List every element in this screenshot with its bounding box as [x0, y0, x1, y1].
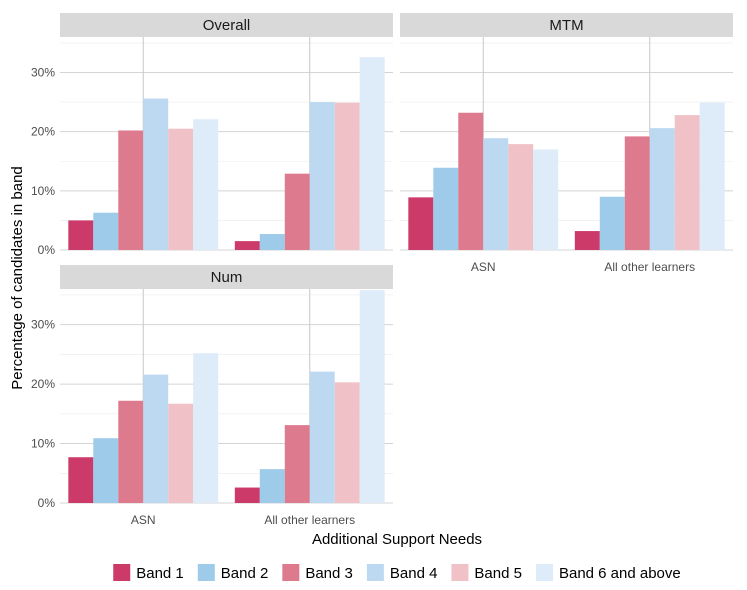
y-tick-label: 30% [31, 66, 55, 80]
bar-band-3-all-other-learners [284, 173, 310, 250]
bar-band-4-all-other-learners [309, 102, 335, 250]
y-tick-label: 30% [31, 318, 55, 332]
panels: Overall 0% 10% 20% 30% MTM ASN All other learne… [31, 13, 733, 527]
x-tick-label: ASN [471, 260, 496, 274]
legend-swatch [197, 564, 215, 581]
legend-label: Band 1 [136, 565, 184, 582]
bar-band-6-and-above-asn [193, 119, 219, 250]
bar-band-1-all-other-learners [234, 487, 260, 503]
legend-swatch [113, 564, 131, 581]
bar-band-1-asn [68, 220, 94, 250]
x-tick-label: All other learners [604, 260, 695, 274]
legend-item-band-1: Band 1 [113, 564, 184, 582]
panel-overall: Overall 0% 10% 20% 30% [31, 13, 393, 257]
bar-band-4-asn [143, 98, 169, 251]
bar-band-2-asn [433, 167, 459, 250]
x-tick-label: All other learners [264, 513, 355, 527]
y-axis-title: Percentage of candidates in band [9, 166, 26, 390]
bar-band-5-all-other-learners [334, 102, 360, 250]
bar-band-6-and-above-all-other-learners [699, 102, 725, 250]
bar-band-3-asn [458, 112, 484, 250]
bar-band-4-asn [143, 374, 169, 503]
legend-swatch [451, 564, 469, 581]
bar-band-1-asn [68, 457, 94, 503]
bar-band-5-asn [508, 144, 534, 250]
bar-band-1-all-other-learners [234, 241, 260, 250]
panel-title: Overall [203, 17, 251, 34]
panel-title: MTM [549, 17, 583, 34]
legend-swatch [366, 564, 384, 581]
panel-mtm: MTM ASN All other learners [400, 13, 733, 274]
bar-band-4-all-other-learners [309, 371, 335, 503]
panel-num: Num 0% 10% 20% 30% ASN All other learners [31, 265, 393, 527]
legend-item-band-4: Band 4 [366, 564, 438, 582]
y-tick-label: 10% [31, 437, 55, 451]
bar-band-2-all-other-learners [259, 469, 285, 503]
legend-item-band-3: Band 3 [282, 564, 353, 582]
y-tick-label: 0% [38, 496, 56, 510]
bar-band-2-all-other-learners [599, 196, 625, 250]
bar-band-1-all-other-learners [574, 231, 600, 250]
bar-band-6-and-above-asn [193, 353, 219, 503]
panel-strip [60, 13, 393, 37]
legend-item-band-5: Band 5 [451, 564, 522, 582]
bar-band-3-asn [118, 400, 144, 503]
legend-label: Band 6 and above [559, 565, 681, 582]
bar-band-5-asn [168, 128, 194, 250]
bar-band-1-asn [408, 197, 434, 250]
x-tick-label: ASN [131, 513, 156, 527]
bar-band-2-asn [93, 212, 119, 250]
bar-band-4-all-other-learners [649, 128, 675, 250]
legend-label: Band 5 [474, 565, 522, 582]
panel-strip [60, 265, 393, 289]
bar-band-6-and-above-asn [533, 149, 559, 250]
bar-band-2-all-other-learners [259, 234, 285, 250]
legend-label: Band 3 [305, 565, 353, 582]
bar-band-4-asn [483, 138, 509, 250]
legend-swatch [282, 564, 300, 581]
bar-band-3-all-other-learners [624, 136, 650, 250]
bar-band-3-all-other-learners [284, 425, 310, 503]
y-tick-label: 10% [31, 184, 55, 198]
legend-swatch [535, 564, 553, 581]
bar-band-5-all-other-learners [334, 382, 360, 503]
x-axis-title: Additional Support Needs [312, 531, 482, 548]
y-tick-label: 20% [31, 377, 55, 391]
legend-label: Band 2 [221, 565, 269, 582]
bar-band-3-asn [118, 130, 144, 250]
bar-band-5-asn [168, 403, 194, 503]
bar-band-6-and-above-all-other-learners [359, 290, 385, 503]
y-tick-label: 20% [31, 125, 55, 139]
panel-title: Num [211, 269, 243, 286]
bar-band-6-and-above-all-other-learners [359, 57, 385, 250]
panel-strip [400, 13, 733, 37]
legend: Band 1 Band 2 Band 3 Band 4 Band 5 Band 6 and… [113, 564, 681, 582]
legend-item-band-2: Band 2 [197, 564, 269, 582]
legend-item-band-6-and-above: Band 6 and above [535, 564, 681, 582]
y-tick-label: 0% [38, 243, 56, 257]
bar-band-5-all-other-learners [674, 115, 700, 250]
bar-band-2-asn [93, 438, 119, 503]
legend-label: Band 4 [390, 565, 438, 582]
